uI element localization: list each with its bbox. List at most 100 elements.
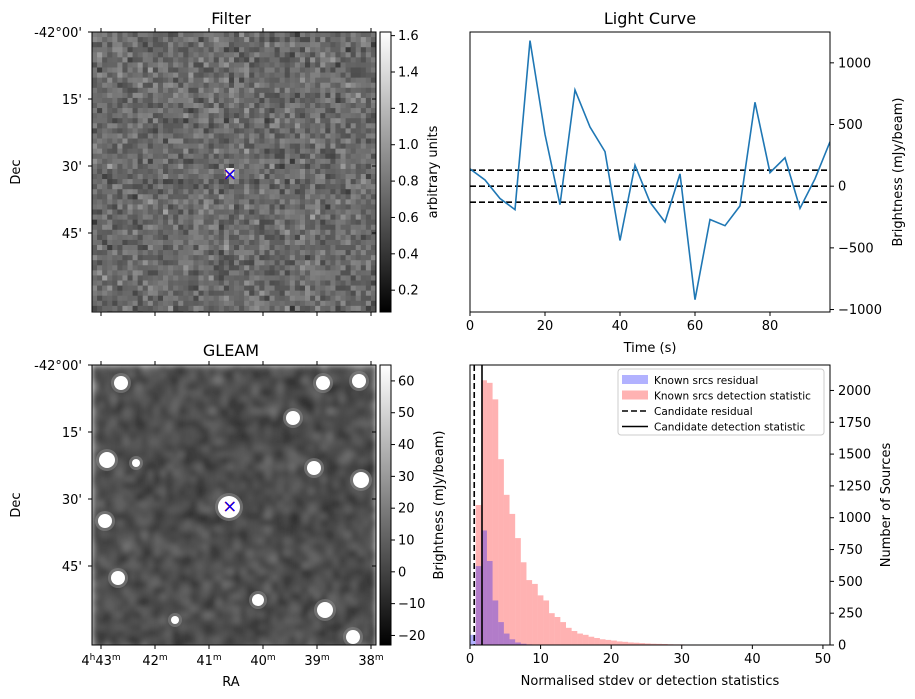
filter-pixel bbox=[365, 168, 372, 175]
filter-pixel bbox=[305, 72, 311, 79]
filter-pixel bbox=[264, 219, 270, 226]
gleam-pixel bbox=[129, 439, 136, 446]
gleam-pixel bbox=[116, 488, 124, 496]
gleam-pixel bbox=[308, 383, 315, 391]
filter-pixel bbox=[249, 245, 255, 251]
filter-pixel bbox=[239, 179, 245, 185]
filter-pixel bbox=[163, 219, 169, 226]
filter-pixel bbox=[264, 260, 270, 266]
filter-pixel bbox=[254, 270, 260, 276]
filter-pixel bbox=[284, 42, 291, 48]
filter-pixel bbox=[269, 47, 275, 53]
gleam-pixel bbox=[351, 581, 358, 588]
gleam-pixel bbox=[98, 599, 105, 607]
filter-pixel bbox=[92, 295, 98, 302]
gleam-pixel bbox=[227, 371, 235, 378]
filter-pixel bbox=[315, 32, 321, 38]
gleam-pixel bbox=[369, 439, 376, 446]
gleam-pixel bbox=[104, 488, 112, 496]
filter-pixel bbox=[152, 174, 159, 180]
filter-pixel bbox=[173, 52, 179, 58]
filter-pixel bbox=[345, 163, 352, 170]
gleam-pixel bbox=[314, 544, 321, 551]
filter-pixel bbox=[97, 168, 103, 175]
filter-pixel bbox=[142, 158, 149, 165]
filter-pixel bbox=[137, 72, 144, 79]
filter-pixel bbox=[365, 113, 372, 119]
gleam-pixel bbox=[203, 389, 210, 397]
filter-pixel bbox=[310, 62, 316, 68]
gleam-pixel bbox=[159, 463, 167, 471]
gleam-pixel bbox=[196, 531, 204, 539]
filter-pixel bbox=[213, 153, 220, 160]
filter-pixel bbox=[289, 229, 296, 236]
filter-pixel bbox=[289, 87, 296, 94]
gleam-pixel bbox=[92, 500, 99, 508]
gleam-pixel bbox=[240, 463, 247, 471]
gleam-pixel bbox=[135, 568, 142, 576]
filter-pixel bbox=[289, 108, 296, 114]
filter-pixel bbox=[305, 204, 311, 210]
filter-pixel bbox=[269, 305, 275, 312]
filter-pixel bbox=[340, 103, 346, 109]
gleam-pixel bbox=[320, 525, 328, 533]
filter-pixel bbox=[137, 82, 144, 89]
gleam-pixel bbox=[221, 525, 229, 533]
gleam-pixel bbox=[178, 574, 186, 582]
filter-pixel bbox=[198, 82, 204, 89]
gleam-pixel bbox=[363, 581, 371, 588]
gleam-pixel bbox=[240, 476, 247, 483]
gleam-pixel bbox=[227, 581, 235, 588]
filter-pixel bbox=[335, 52, 341, 58]
filter-pixel bbox=[188, 224, 194, 231]
filter-pixel bbox=[147, 118, 154, 124]
filter-pixel bbox=[183, 153, 189, 160]
filter-pixel bbox=[213, 174, 220, 180]
gleam-pixel bbox=[234, 377, 241, 385]
gleam-pixel bbox=[264, 500, 272, 508]
filter-pixel bbox=[107, 174, 113, 180]
filter-pixel bbox=[360, 209, 367, 215]
filter-pixel bbox=[97, 72, 103, 79]
gleam-pixel bbox=[246, 562, 254, 570]
filter-pixel bbox=[107, 123, 113, 129]
gleam-pixel bbox=[159, 476, 167, 483]
filter-pixel bbox=[97, 32, 103, 38]
filter-pixel bbox=[218, 118, 225, 124]
gleam-pixel bbox=[338, 439, 346, 446]
filter-pixel bbox=[163, 260, 169, 266]
filter-pixel bbox=[294, 92, 301, 99]
gleam-pixel bbox=[159, 408, 167, 415]
gleam-pixel bbox=[116, 482, 124, 489]
filter-pixel bbox=[97, 87, 103, 94]
filter-pixel bbox=[244, 113, 250, 119]
gleam-pixel bbox=[147, 476, 155, 483]
gleam-pixel bbox=[332, 420, 340, 428]
gleam-pixel bbox=[122, 469, 130, 477]
gleam-pixel bbox=[345, 488, 352, 496]
filter-pixel bbox=[274, 239, 281, 246]
filter-pixel bbox=[340, 82, 346, 89]
filter-pixel bbox=[142, 108, 149, 114]
filter-pixel bbox=[213, 138, 220, 144]
filter-pixel bbox=[249, 62, 255, 68]
filter-pixel bbox=[340, 148, 346, 155]
filter-pixel bbox=[223, 82, 230, 89]
gleam-pixel bbox=[289, 525, 297, 533]
filter-pixel bbox=[370, 153, 376, 160]
gleam-pixel bbox=[326, 482, 334, 489]
filter-pixel bbox=[305, 113, 311, 119]
gleam-pixel bbox=[221, 476, 229, 483]
filter-pixel bbox=[244, 103, 250, 109]
filter-pixel bbox=[173, 133, 179, 139]
gleam-pixel bbox=[184, 574, 192, 582]
gleam-pixel bbox=[166, 587, 173, 594]
gleam-pixel bbox=[332, 365, 340, 372]
gleam-pixel bbox=[252, 426, 260, 434]
filter-pixel bbox=[315, 250, 321, 256]
filter-pixel bbox=[239, 133, 245, 139]
gleam-pixel bbox=[246, 402, 254, 409]
filter-pixel bbox=[122, 245, 128, 251]
filter-pixel bbox=[183, 260, 189, 266]
filter-pixel bbox=[370, 163, 376, 170]
